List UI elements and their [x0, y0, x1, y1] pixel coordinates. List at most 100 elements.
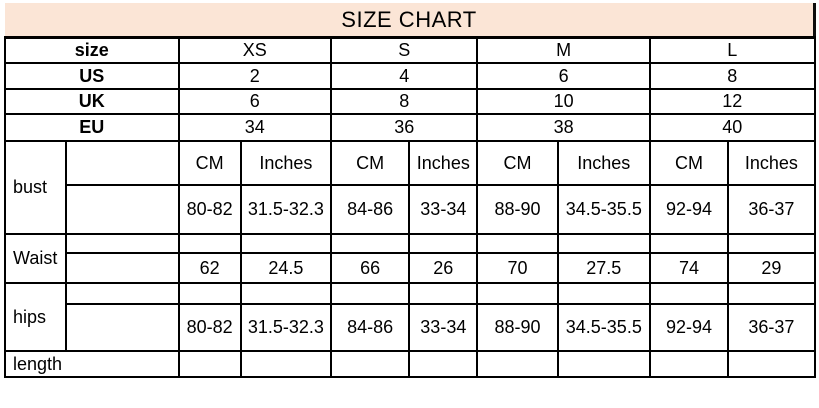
waist-xs-in: 24.5: [239, 252, 332, 284]
hips-s-cm: 84-86: [329, 303, 411, 352]
length-xs-in: [239, 350, 332, 378]
empty-cell: [556, 233, 651, 254]
unit-header-cm: CM: [648, 140, 730, 186]
unit-header-cm: CM: [177, 140, 242, 186]
empty-cell: [329, 233, 411, 254]
eu-row-label: EU: [4, 113, 180, 142]
hips-m-in: 34.5-35.5: [556, 303, 651, 352]
uk-value-m: 10: [476, 88, 651, 115]
bust-xs-cm: 80-82: [177, 184, 242, 235]
hips-l-in: 36-37: [727, 303, 816, 352]
uk-value-xs: 6: [177, 88, 332, 115]
empty-cell: [648, 233, 730, 254]
length-l-cm: [648, 350, 730, 378]
hips-row-label: hips: [3, 282, 68, 352]
empty-cell: [65, 233, 180, 254]
bust-l-in: 36-37: [727, 184, 816, 235]
size-row-label: size: [4, 36, 180, 64]
waist-s-in: 26: [408, 252, 479, 284]
uk-row: UK 6 8 10 12: [4, 88, 816, 115]
length-l-in: [727, 350, 816, 378]
waist-m-in: 27.5: [556, 252, 651, 284]
eu-value-l: 40: [648, 113, 816, 142]
us-row-label: US: [4, 62, 180, 90]
bust-l-cm: 92-94: [648, 184, 730, 235]
waist-spacer-row: Waist: [3, 233, 816, 284]
empty-cell: [65, 140, 180, 186]
uk-row-label: UK: [4, 88, 180, 115]
bust-s-in: 33-34: [408, 184, 479, 235]
empty-cell: [65, 184, 180, 235]
waist-row-label: Waist: [3, 233, 68, 284]
uk-value-l: 12: [648, 88, 816, 115]
us-value-s: 4: [329, 62, 479, 90]
hips-xs-cm: 80-82: [177, 303, 242, 352]
hips-xs-in: 31.5-32.3: [239, 303, 332, 352]
unit-header-cm: CM: [329, 140, 411, 186]
unit-header-inches: Inches: [239, 140, 332, 186]
bust-m-in: 34.5-35.5: [556, 184, 651, 235]
empty-cell: [408, 233, 479, 254]
uk-value-s: 8: [329, 88, 479, 115]
bust-s-cm: 84-86: [329, 184, 411, 235]
waist-xs-cm: 62: [177, 252, 242, 284]
empty-cell: [727, 233, 816, 254]
length-m-cm: [476, 350, 559, 378]
us-value-l: 8: [648, 62, 816, 90]
size-row: size XS S M L: [4, 36, 816, 64]
empty-cell: [727, 282, 816, 305]
size-value-l: L: [648, 36, 816, 64]
empty-cell: [239, 233, 332, 254]
unit-header-inches: Inches: [408, 140, 479, 186]
us-value-xs: 2: [177, 62, 332, 90]
hips-s-in: 33-34: [408, 303, 479, 352]
size-value-m: M: [476, 36, 651, 64]
waist-values-row: 62 24.5 66 26 70 27.5 74 29: [5, 252, 816, 284]
bust-values-row: 80-82 31.5-32.3 84-86 33-34 88-90 34.5-3…: [5, 184, 816, 235]
waist-l-in: 29: [727, 252, 816, 284]
length-s-cm: [329, 350, 411, 378]
us-value-m: 6: [476, 62, 651, 90]
empty-cell: [65, 252, 180, 284]
waist-m-cm: 70: [476, 252, 559, 284]
waist-s-cm: 66: [329, 252, 411, 284]
title-row: SIZE CHART: [5, 3, 816, 39]
size-value-s: S: [329, 36, 479, 64]
eu-value-s: 36: [329, 113, 479, 142]
size-value-xs: XS: [177, 36, 332, 64]
empty-cell: [556, 282, 651, 305]
empty-cell: [65, 282, 180, 305]
size-chart-table: SIZE CHART size XS S M L US 2 4 6 8 UK 6…: [3, 3, 816, 378]
chart-title: SIZE CHART: [5, 3, 816, 39]
length-row: length: [4, 350, 816, 378]
us-row: US 2 4 6 8: [4, 62, 816, 90]
length-xs-cm: [177, 350, 242, 378]
unit-header-inches: Inches: [556, 140, 651, 186]
bust-m-cm: 88-90: [476, 184, 559, 235]
empty-cell: [177, 282, 242, 305]
eu-row: EU 34 36 38 40: [4, 113, 816, 142]
unit-header-inches: Inches: [727, 140, 816, 186]
length-row-label: length: [4, 350, 180, 378]
empty-cell: [476, 282, 559, 305]
unit-header-row: bust CM Inches CM Inches CM Inches CM In…: [3, 140, 816, 235]
length-s-in: [408, 350, 479, 378]
empty-cell: [65, 303, 180, 352]
bust-row-label: bust: [3, 140, 68, 235]
empty-cell: [408, 282, 479, 305]
waist-l-cm: 74: [648, 252, 730, 284]
eu-value-m: 38: [476, 113, 651, 142]
hips-m-cm: 88-90: [476, 303, 559, 352]
empty-cell: [239, 282, 332, 305]
unit-header-cm: CM: [476, 140, 559, 186]
bust-xs-in: 31.5-32.3: [239, 184, 332, 235]
length-m-in: [556, 350, 651, 378]
empty-cell: [177, 233, 242, 254]
empty-cell: [648, 282, 730, 305]
empty-cell: [329, 282, 411, 305]
hips-values-row: 80-82 31.5-32.3 84-86 33-34 88-90 34.5-3…: [5, 303, 816, 352]
eu-value-xs: 34: [177, 113, 332, 142]
hips-l-cm: 92-94: [648, 303, 730, 352]
hips-spacer-row: hips: [3, 282, 816, 352]
empty-cell: [476, 233, 559, 254]
